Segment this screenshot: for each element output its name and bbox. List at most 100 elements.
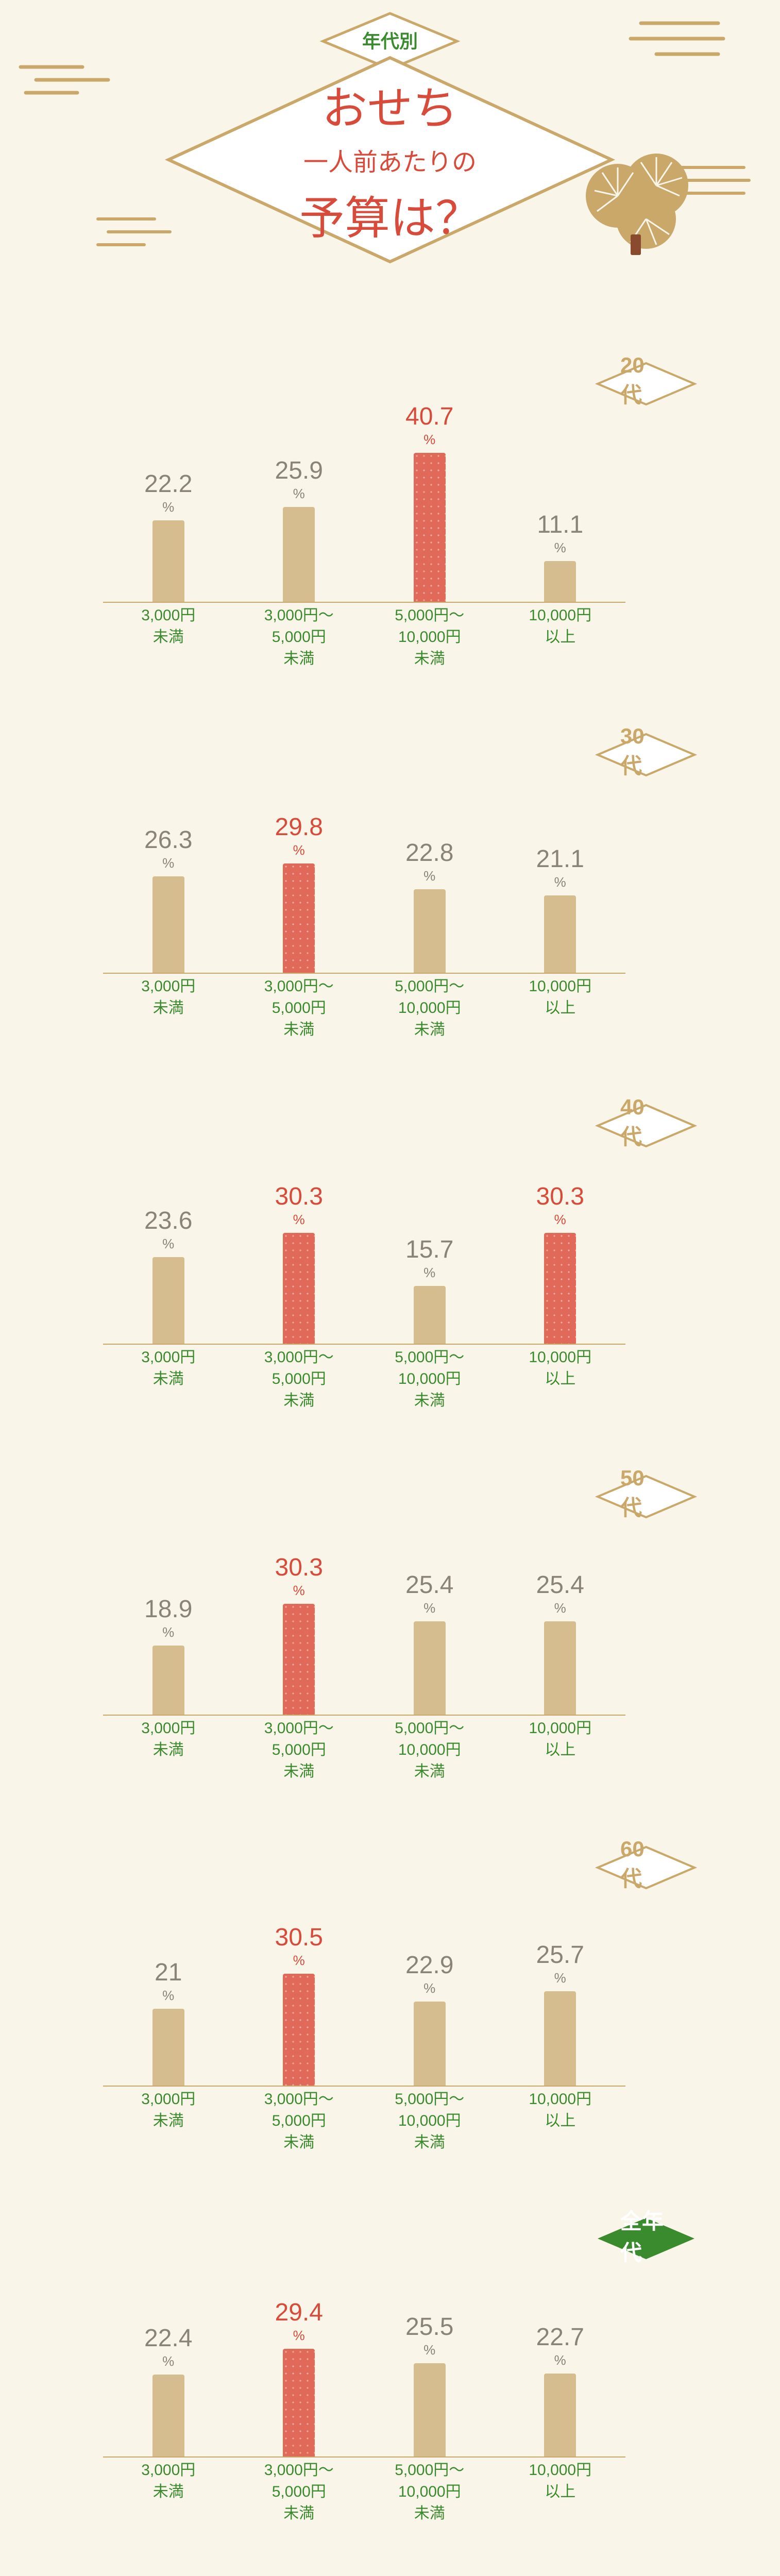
bars-area: 21%30.5%22.9%25.7% [103,1880,625,2087]
bar-value: 25.4 [405,1571,453,1599]
bar-value: 22.9 [405,1951,453,1979]
x-axis-label: 5,000円〜 10,000円 未満 [372,1718,487,1783]
x-axis-label: 3,000円〜 5,000円 未満 [242,2089,357,2154]
bar [283,2349,315,2456]
bar-percent-sign: % [423,432,435,448]
bar-column: 21.1% [503,845,618,973]
x-labels: 3,000円 未満3,000円〜 5,000円 未満5,000円〜 10,000… [103,2460,625,2524]
bars-area: 18.9%30.3%25.4%25.4% [103,1510,625,1716]
bar [152,1257,184,1344]
bar-value: 21 [155,1958,182,1987]
bar-percent-sign: % [554,1970,566,1986]
chart-block: 全年代22.4%29.4%25.5%22.7%3,000円 未満3,000円〜 … [52,2215,728,2524]
bar [544,1233,576,1344]
x-axis-label: 5,000円〜 10,000円 未満 [372,2460,487,2524]
chart-block: 60 代21%30.5%22.9%25.7%3,000円 未満3,000円〜 5… [52,1844,728,2154]
bar-percent-sign: % [554,1600,566,1616]
bar [152,1646,184,1715]
bar [283,1974,315,2086]
bar-value: 22.8 [405,839,453,867]
x-axis-label: 5,000円〜 10,000円 未満 [372,605,487,670]
bar-value: 29.4 [275,2298,323,2327]
bar [544,1991,576,2086]
bars-area: 22.4%29.4%25.5%22.7% [103,2251,625,2458]
bar-column: 25.7% [503,1941,618,2086]
bar-column: 21% [111,1958,226,2086]
bar-percent-sign: % [423,2342,435,2358]
x-axis-label: 3,000円 未満 [111,2460,226,2524]
bar-percent-sign: % [162,499,174,515]
bar [283,507,315,602]
bar-column: 23.6% [111,1207,226,1344]
bar-percent-sign: % [554,874,566,890]
age-label: 40 代 [620,1095,672,1151]
bar-value: 22.4 [144,2324,192,2352]
bar-percent-sign: % [162,1624,174,1640]
title-line3: 予算は？ [158,182,622,247]
bar-value: 25.5 [405,2313,453,2341]
bar-percent-sign: % [162,2353,174,2369]
x-axis-label: 10,000円 以上 [503,2460,618,2524]
x-axis-label: 5,000円〜 10,000円 未満 [372,2089,487,2154]
bar [544,895,576,973]
bar-column: 22.9% [372,1951,487,2086]
bar-column: 22.2% [111,470,226,602]
bar-percent-sign: % [293,486,305,502]
bar-percent-sign: % [162,855,174,871]
bar [414,889,446,973]
bar-value: 22.7 [536,2323,584,2351]
bar-column: 25.4% [372,1571,487,1715]
x-axis-label: 3,000円〜 5,000円 未満 [242,976,357,1041]
bar [152,520,184,602]
bar [414,453,446,602]
bar-column: 18.9% [111,1595,226,1715]
charts-area: 20 代22.2%25.9%40.7%11.1%3,000円 未満3,000円〜… [0,361,780,2524]
bar-column: 29.8% [242,813,357,973]
bar-percent-sign: % [293,1953,305,1969]
bar-percent-sign: % [293,842,305,858]
bar-value: 25.7 [536,1941,584,1969]
bar [152,876,184,973]
x-axis-label: 3,000円〜 5,000円 未満 [242,2460,357,2524]
x-labels: 3,000円 未満3,000円〜 5,000円 未満5,000円〜 10,000… [103,1347,625,1412]
x-axis-label: 3,000円〜 5,000円 未満 [242,1347,357,1412]
bar-column: 30.3% [242,1182,357,1344]
bar [414,1621,446,1715]
bar [283,1233,315,1344]
bar-column: 15.7% [372,1235,487,1344]
x-labels: 3,000円 未満3,000円〜 5,000円 未満5,000円〜 10,000… [103,605,625,670]
bar-percent-sign: % [423,1600,435,1616]
bar-percent-sign: % [162,1988,174,2004]
bar [283,863,315,973]
bar-percent-sign: % [423,1265,435,1281]
infographic-container: 年代別 おせち 一人前あたりの 予算は？ [0,0,780,2576]
bar-column: 30.3% [242,1553,357,1715]
bar-value: 40.7 [405,402,453,431]
bars-area: 26.3%29.8%22.8%21.1% [103,768,625,974]
chart-block: 50 代18.9%30.3%25.4%25.4%3,000円 未満3,000円〜… [52,1473,728,1783]
x-axis-label: 3,000円 未満 [111,605,226,670]
bar [414,2363,446,2456]
x-axis-label: 10,000円 以上 [503,1347,618,1412]
x-axis-label: 5,000円〜 10,000円 未満 [372,1347,487,1412]
chart-block: 30 代26.3%29.8%22.8%21.1%3,000円 未満3,000円〜… [52,732,728,1041]
x-labels: 3,000円 未満3,000円〜 5,000円 未満5,000円〜 10,000… [103,1718,625,1783]
x-axis-label: 3,000円〜 5,000円 未満 [242,605,357,670]
title-diamond: おせち 一人前あたりの 予算は？ [158,52,622,268]
title-line1: おせち [158,72,622,138]
age-label: 30 代 [620,724,672,780]
chart-block: 20 代22.2%25.9%40.7%11.1%3,000円 未満3,000円〜… [52,361,728,670]
bar-value: 30.3 [275,1553,323,1582]
bar [544,1621,576,1715]
bar [414,1286,446,1344]
bar-percent-sign: % [423,868,435,884]
bar [544,561,576,602]
x-axis-label: 10,000円 以上 [503,976,618,1041]
bar-value: 25.4 [536,1571,584,1599]
bar-percent-sign: % [293,1212,305,1228]
bar-value: 23.6 [144,1207,192,1235]
age-label: 全年代 [620,2204,672,2267]
bar [152,2009,184,2086]
age-label: 60 代 [620,1837,672,1893]
bar-percent-sign: % [554,2352,566,2368]
